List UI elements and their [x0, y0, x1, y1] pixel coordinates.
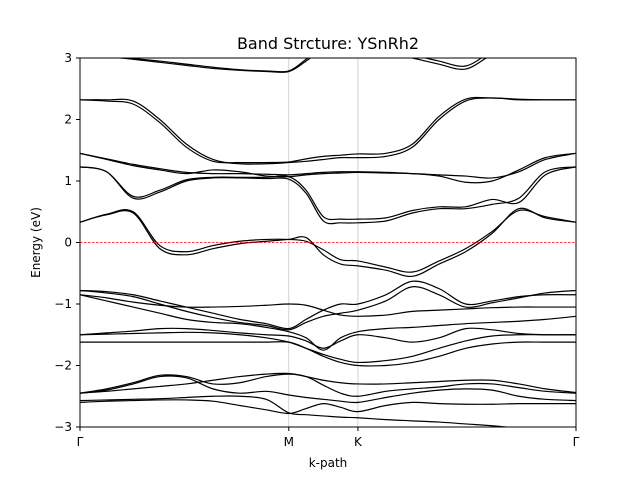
- chart-title: Band Strcture: YSnRh2: [237, 34, 419, 53]
- plot-area: [79, 57, 577, 428]
- x-tick-label-0: Γ: [77, 435, 84, 449]
- y-tick-label-1: −2: [54, 359, 72, 373]
- y-axis-ticks: −3 −2 −1 0 1 2 3: [54, 51, 80, 434]
- y-tick-label-4: 1: [64, 174, 72, 188]
- band-15: [80, 166, 576, 221]
- y-axis-label: Energy (eV): [29, 207, 43, 278]
- band-6: [80, 331, 576, 364]
- band-5: [80, 341, 576, 367]
- band-13: [80, 209, 576, 273]
- band-19: [80, 96, 576, 164]
- y-tick-label-6: 3: [64, 51, 72, 65]
- band-1: [80, 399, 576, 415]
- band-4: [80, 372, 576, 394]
- band-21: [116, 58, 483, 73]
- y-tick-label-0: −3: [54, 420, 72, 434]
- x-tick-label-1: M: [284, 435, 294, 449]
- y-tick-label-3: 0: [64, 236, 72, 250]
- band-8: [80, 294, 576, 351]
- band-2: [80, 375, 576, 404]
- band-0: [80, 395, 512, 427]
- band-12: [80, 207, 576, 278]
- y-tick-label-2: −1: [54, 297, 72, 311]
- band-11: [80, 294, 576, 317]
- band-14: [80, 166, 576, 225]
- x-tick-label-2: K: [354, 435, 363, 449]
- band-20: [114, 58, 488, 73]
- y-tick-label-5: 2: [64, 113, 72, 127]
- band-16: [80, 152, 576, 179]
- band-17: [80, 152, 576, 184]
- band-lines: [80, 58, 576, 427]
- band-7: [80, 327, 576, 349]
- band-18: [80, 97, 576, 165]
- x-axis-label: k-path: [309, 456, 348, 470]
- high-symmetry-lines: [288, 58, 359, 427]
- band-3: [80, 373, 576, 397]
- x-tick-label-3: Γ: [573, 435, 580, 449]
